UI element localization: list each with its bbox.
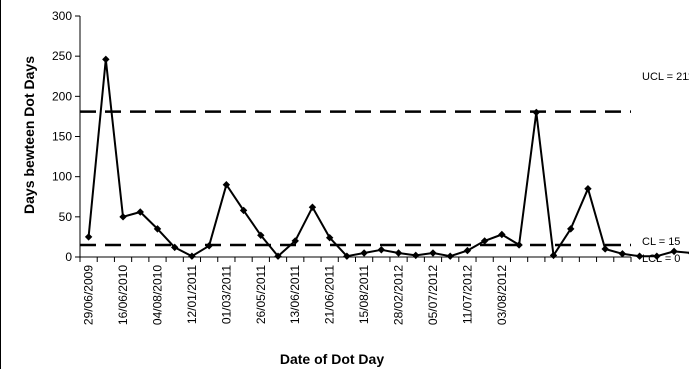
x-axis-title: Date of Dot Day [280,351,384,367]
data-point-marker [618,250,627,258]
x-tick-label: 01/03/2011 [219,265,233,324]
data-point-marker [498,230,506,239]
x-tick-label: 21/06/2011 [323,265,337,324]
x-tick-label: 11/07/2012 [460,265,474,324]
x-tick-label: 16/06/2010 [116,265,130,325]
y-tick-label: 300 [52,9,72,23]
x-tick-label: 03/08/2012 [495,265,509,325]
data-point-marker [205,242,213,250]
data-series [84,55,689,260]
data-point-marker [274,252,282,260]
data-point-marker [188,252,196,260]
data-point-marker [222,180,231,189]
x-tick-label: 12/01/2011 [185,265,199,324]
data-point-marker [670,247,678,256]
data-point-marker [377,246,386,254]
data-point-marker [601,245,609,253]
data-point-marker [291,237,299,245]
data-point-marker [119,213,127,221]
data-point-marker [239,206,248,215]
data-point-marker [463,246,472,255]
x-tick-label: 13/06/2011 [288,265,302,324]
y-tick-label: 100 [52,170,72,184]
data-point-marker [153,225,162,233]
x-tick-label: 28/02/2012 [392,265,406,325]
data-point-marker [343,252,351,260]
y-tick-label: 200 [52,89,72,103]
control-limit-label: UCL = 211 [642,71,689,83]
x-tick-label: 04/08/2010 [150,265,164,325]
x-tick-label: 15/08/2011 [357,265,371,324]
data-point-marker [412,251,420,260]
x-tick-label: 29/06/2009 [82,265,96,325]
data-point-marker [480,237,489,245]
data-point-marker [84,233,93,241]
y-tick-label: 50 [59,210,73,224]
data-point-marker [325,234,334,242]
x-tick-label: 05/07/2012 [426,265,440,325]
data-point-marker [549,251,558,260]
x-axis: 29/06/2009 16/06/2010 04/08/2010 12/01/2011… [79,256,632,325]
data-point-marker [532,108,541,117]
data-point-marker [257,231,265,240]
data-point-marker [360,249,368,257]
data-point-marker [394,249,403,257]
data-point-marker [584,185,592,193]
data-point-marker [170,243,179,252]
data-point-marker [515,241,523,249]
data-point-marker [136,208,144,216]
x-tick-label: 26/05/2011 [254,265,268,324]
y-tick-label: 0 [65,250,72,264]
y-axis: 0 50 100 150 200 250 300 [52,9,81,264]
data-point-marker [653,252,661,260]
y-tick-label: 250 [52,49,72,63]
data-point-marker [308,203,317,211]
y-axis-title: Days bewteen Dot Days [21,56,37,214]
y-tick-label: 150 [52,130,72,144]
data-point-marker [429,249,437,257]
data-point-marker [102,55,110,64]
series-line [87,58,689,258]
data-point-marker [635,252,644,260]
data-point-marker [567,225,575,233]
control-limit-label: CL = 15 [642,236,680,248]
data-point-marker [446,252,454,260]
